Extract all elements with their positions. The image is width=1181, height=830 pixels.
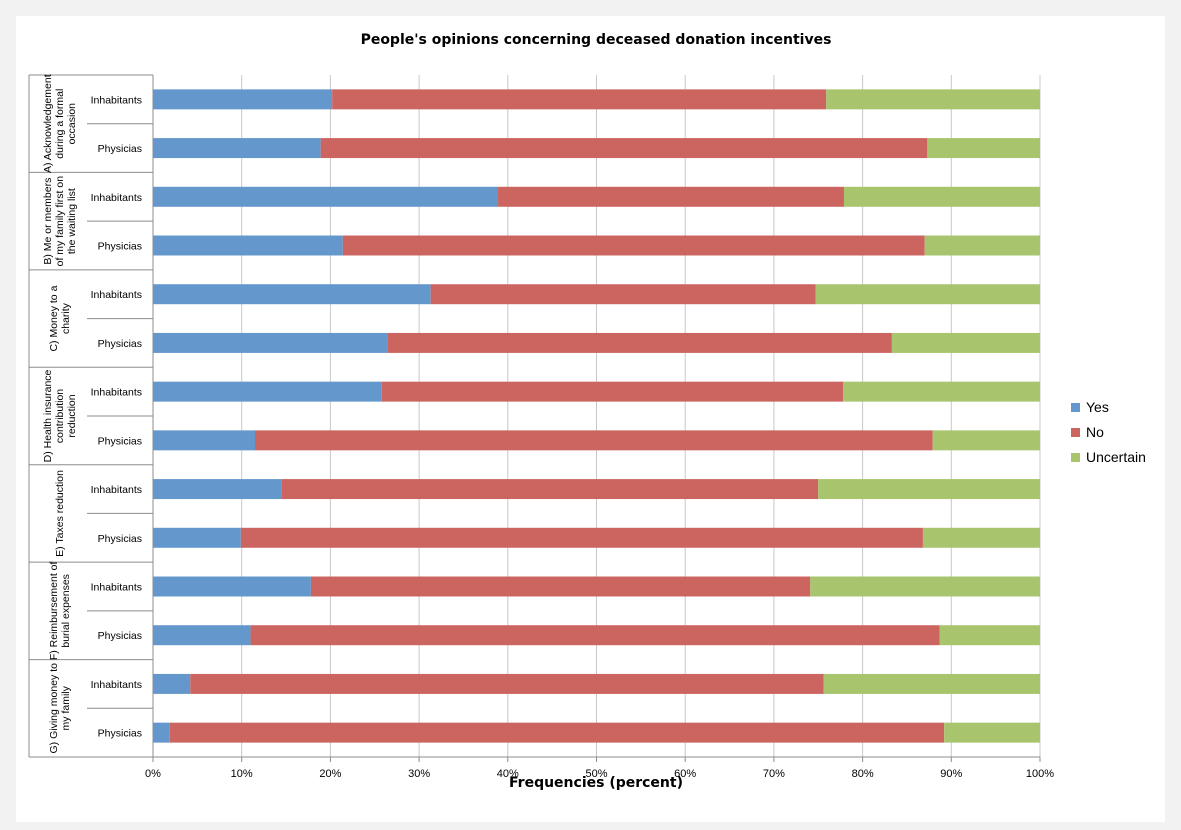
category-label: Physicias <box>98 435 142 447</box>
bar-uncertain-g3-inhabitants <box>815 284 1040 305</box>
bar-yes-g3-physicias <box>153 332 388 353</box>
legend-swatch-uncertain <box>1071 453 1080 462</box>
bar-uncertain-g1-physicias <box>927 138 1040 159</box>
x-tick-label: 40% <box>497 768 519 780</box>
bar-no-g7-inhabitants <box>190 673 824 694</box>
category-label: Physicias <box>98 338 142 350</box>
bar-uncertain-g2-physicias <box>924 235 1040 256</box>
bar-yes-g5-physicias <box>153 527 241 548</box>
bar-uncertain-g7-inhabitants <box>823 673 1040 694</box>
x-tick-label: 60% <box>674 768 696 780</box>
x-tick-label: 80% <box>852 768 874 780</box>
category-label: Physicias <box>98 728 142 740</box>
legend-label-yes: Yes <box>1086 399 1109 415</box>
category-label: Inhabitants <box>91 484 142 496</box>
bar-no-g1-inhabitants <box>332 89 827 110</box>
bar-yes-g4-physicias <box>153 430 256 451</box>
bar-uncertain-g4-physicias <box>932 430 1040 451</box>
bar-no-g3-physicias <box>387 332 892 353</box>
bar-yes-g1-physicias <box>153 138 321 159</box>
bar-uncertain-g7-physicias <box>944 722 1040 743</box>
group-label: G) Giving money tomy family <box>48 663 72 754</box>
bar-no-g7-physicias <box>169 722 945 743</box>
bar-yes-g5-inhabitants <box>153 479 282 500</box>
bar-uncertain-g5-inhabitants <box>818 479 1040 500</box>
bar-yes-g7-physicias <box>153 722 170 743</box>
x-tick-label: 70% <box>763 768 785 780</box>
bar-no-g5-physicias <box>240 527 923 548</box>
x-tick-label: 0% <box>145 768 161 780</box>
bar-yes-g2-physicias <box>153 235 343 256</box>
category-label: Inhabitants <box>91 387 142 399</box>
category-label: Inhabitants <box>91 192 142 204</box>
x-tick-label: 100% <box>1026 768 1054 780</box>
bar-no-g4-inhabitants <box>381 381 844 402</box>
group-label: F) Reimbursement ofburial expenses <box>48 561 72 660</box>
plot-area: 0% 10% 20% 30% 40% 50% 60% 70% 80% 90% 100% A) Ackn… <box>28 74 1054 780</box>
bar-yes-g6-inhabitants <box>153 576 311 597</box>
x-axis-label: Frequencies (percent) <box>509 775 683 791</box>
bar-no-g1-physicias <box>320 138 928 159</box>
bar-yes-g2-inhabitants <box>153 186 499 207</box>
bar-no-g6-inhabitants <box>310 576 811 597</box>
bar-yes-g4-inhabitants <box>153 381 382 402</box>
x-tick-label: 30% <box>408 768 430 780</box>
legend: Yes No Uncertain <box>1071 399 1146 465</box>
group-label: C) Money to acharity <box>48 285 72 351</box>
bar-no-g5-inhabitants <box>281 479 819 500</box>
x-tick-label: 20% <box>319 768 341 780</box>
bar-uncertain-g6-inhabitants <box>810 576 1040 597</box>
bar-uncertain-g1-inhabitants <box>826 89 1040 110</box>
bar-no-g2-physicias <box>342 235 925 256</box>
bar-no-g4-physicias <box>255 430 933 451</box>
group-label: A) Acknowledgementduring a formaloccasio… <box>42 74 78 173</box>
group-label: D) Health insurancecontributionreduction <box>42 369 78 462</box>
category-label: Physicias <box>98 630 142 642</box>
bar-yes-g6-physicias <box>153 625 251 646</box>
chart-title: People's opinions concerning deceased do… <box>361 32 832 48</box>
bar-no-g2-inhabitants <box>498 186 844 207</box>
category-label: Physicias <box>98 241 142 253</box>
x-tick-label: 50% <box>585 768 607 780</box>
stacked-bar-chart: People's opinions concerning deceased do… <box>28 32 1146 791</box>
category-label: Inhabitants <box>91 582 142 594</box>
bar-uncertain-g6-physicias <box>939 625 1040 646</box>
bar-uncertain-g5-physicias <box>922 527 1040 548</box>
bar-no-g3-inhabitants <box>430 284 816 305</box>
bar-no-g6-physicias <box>250 625 940 646</box>
bar-uncertain-g3-physicias <box>891 332 1040 353</box>
group-label: E) Taxes reduction <box>54 470 66 557</box>
bar-uncertain-g4-inhabitants <box>843 381 1040 402</box>
bar-yes-g3-inhabitants <box>153 284 431 305</box>
legend-label-no: No <box>1086 424 1104 440</box>
legend-swatch-yes <box>1071 403 1080 412</box>
legend-label-uncertain: Uncertain <box>1086 449 1146 465</box>
legend-swatch-no <box>1071 428 1080 437</box>
x-tick-label: 90% <box>940 768 962 780</box>
chart-frame: People's opinions concerning deceased do… <box>16 16 1165 822</box>
bar-uncertain-g2-inhabitants <box>843 186 1040 207</box>
category-label: Physicias <box>98 143 142 155</box>
x-tick-label: 10% <box>231 768 253 780</box>
bar-yes-g1-inhabitants <box>153 89 333 110</box>
bar-yes-g7-inhabitants <box>153 673 191 694</box>
category-label: Inhabitants <box>91 289 142 301</box>
group-label: B) Me or membersof my family first onthe… <box>42 176 78 267</box>
category-label: Inhabitants <box>91 94 142 106</box>
category-label: Physicias <box>98 533 142 545</box>
category-label: Inhabitants <box>91 679 142 691</box>
